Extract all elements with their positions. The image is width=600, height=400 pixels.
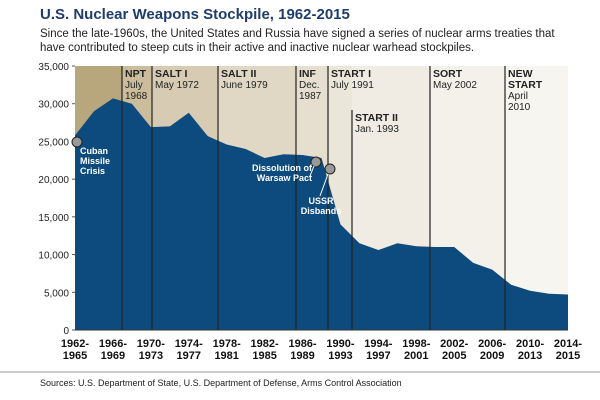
treaty-date: May 2002 xyxy=(433,80,477,91)
x-tick-label: 2014-2015 xyxy=(553,338,583,362)
treaty-name: NPT xyxy=(125,68,146,80)
x-tick-label: 1974-1977 xyxy=(174,338,203,362)
event-pointer xyxy=(309,165,315,177)
event-label: Cuban Missile Crisis xyxy=(80,146,111,176)
treaty-name: SALT II xyxy=(221,68,257,80)
x-tick-label: 2002-2005 xyxy=(440,338,469,362)
treaty-date: May 1972 xyxy=(155,80,199,91)
x-tick-label: 1978-1981 xyxy=(212,338,241,362)
event-label: USSR Disbands xyxy=(300,196,342,216)
event-marker xyxy=(71,136,83,148)
y-tick-label: 0 xyxy=(63,326,69,337)
y-tick-label: 15,000 xyxy=(38,213,69,224)
x-tick-label: 1970-1973 xyxy=(136,338,165,362)
treaty-date: Jan. 1993 xyxy=(355,124,399,135)
source: Sources: U.S. Department of State, U.S. … xyxy=(40,378,402,388)
treaty-name: INF xyxy=(299,68,316,80)
y-tick-label: 5,000 xyxy=(44,288,69,299)
x-tick-label: 1986-1989 xyxy=(288,338,317,362)
x-tick-label: 2010-2013 xyxy=(515,338,545,362)
x-tick-label: 1998-2001 xyxy=(402,338,431,362)
treaty-name: SALT I xyxy=(155,68,188,80)
event-label: Dissolution of Warsaw Pact xyxy=(252,163,312,183)
treaty-label: START I July 1991 xyxy=(331,68,391,92)
treaty-label: START II Jan. 1993 xyxy=(355,112,415,136)
event-marker xyxy=(324,163,336,175)
y-tick-label: 10,000 xyxy=(38,251,69,262)
y-tick-label: 20,000 xyxy=(38,175,69,186)
x-tick-label: 1966-1969 xyxy=(98,338,127,362)
x-tick-label: 2006-2009 xyxy=(478,338,507,362)
chart-subtitle: Since the late-1960s, the United States … xyxy=(40,28,555,54)
y-tick-label: 30,000 xyxy=(38,100,69,111)
treaty-label: SORT May 2002 xyxy=(433,68,493,92)
x-tick-label: 1962-1965 xyxy=(60,338,90,362)
treaty-label: SALT I May 1972 xyxy=(155,68,215,92)
y-tick-label: 25,000 xyxy=(38,137,69,148)
treaty-label: SALT II June 1979 xyxy=(221,68,281,92)
treaty-label: INF Dec. 1987 xyxy=(299,68,327,103)
event-pointer xyxy=(319,173,329,197)
treaty-date: July 1991 xyxy=(331,80,374,91)
treaty-label: NEW START April 2010 xyxy=(508,68,548,114)
chart-title: U.S. Nuclear Weapons Stockpile, 1962-201… xyxy=(40,6,350,23)
treaty-name: START II xyxy=(355,112,398,124)
event-marker xyxy=(310,156,322,168)
stockpile-area xyxy=(75,98,568,330)
x-tick-label: 1994-1997 xyxy=(364,338,393,362)
treaty-name: SORT xyxy=(433,68,463,80)
treaty-name: NEW START xyxy=(508,68,543,91)
treaty-name: START I xyxy=(331,68,372,80)
era-band xyxy=(505,66,568,330)
y-tick-label: 35,000 xyxy=(38,62,69,73)
x-tick-label: 1990-1993 xyxy=(326,338,355,362)
treaty-date: July 1968 xyxy=(125,80,148,102)
treaty-date: June 1979 xyxy=(221,80,268,91)
treaty-date: Dec. 1987 xyxy=(299,80,322,102)
x-tick-label: 1982-1985 xyxy=(250,338,279,362)
treaty-label: NPT July 1968 xyxy=(125,68,153,103)
treaty-date: April 2010 xyxy=(508,91,531,113)
